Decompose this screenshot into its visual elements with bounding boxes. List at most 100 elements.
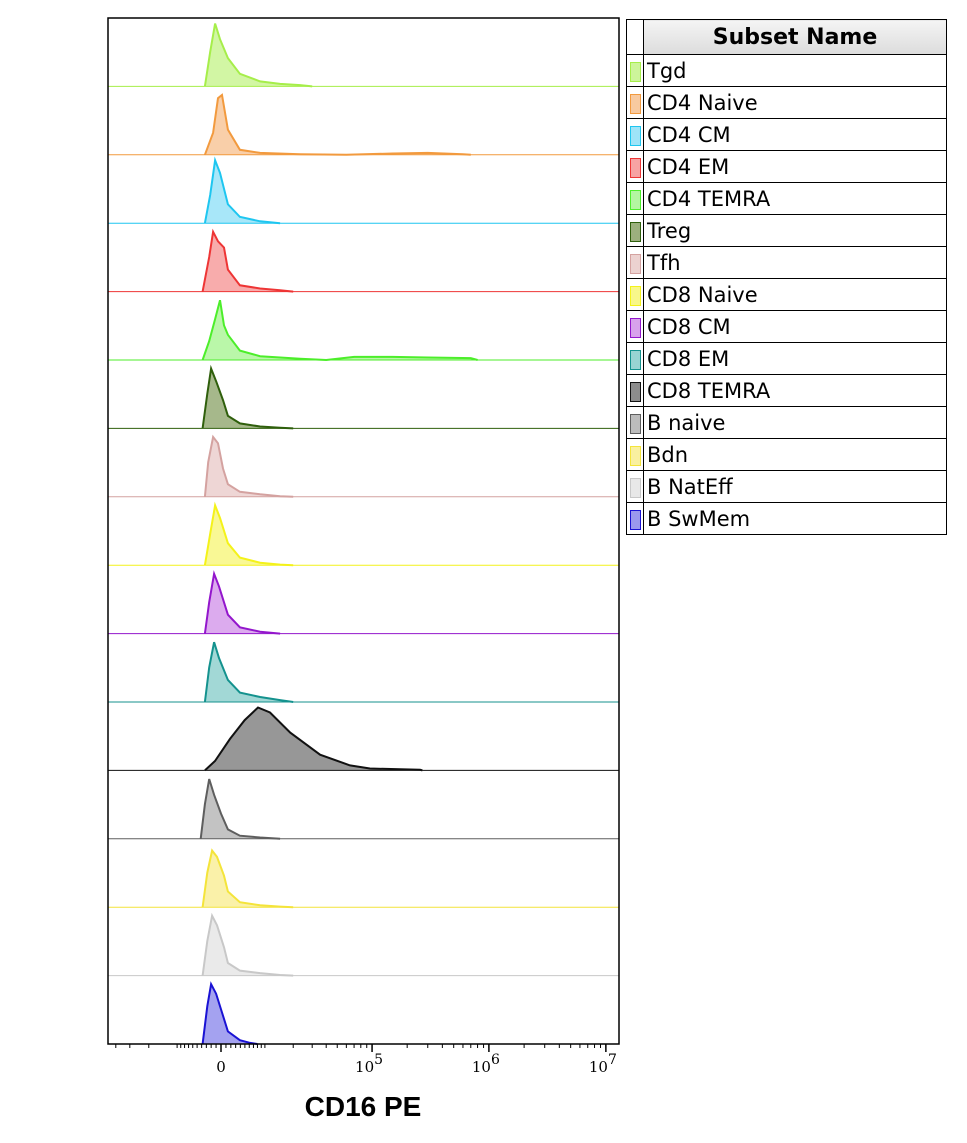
legend-swatch-cell [626,342,644,375]
legend-item: CD8 EM [626,342,947,375]
legend-swatch-cell [626,310,644,343]
series-b-swmem [201,981,258,1045]
legend-item: CD4 EM [626,150,947,183]
histogram-line [201,364,294,430]
histogram-line [203,570,281,635]
legend-swatch-cell [626,246,644,279]
histogram-fill [204,23,313,87]
legend-label: Bdn [643,438,947,471]
series-b-naive [108,778,619,840]
legend-swatch-cell [626,438,644,471]
legend-item: B SwMem [626,502,947,535]
legend-swatch-cell [626,502,644,535]
histogram-fill [204,573,281,634]
legend-swatch-cell [626,406,644,439]
legend-item: CD4 TEMRA [626,182,947,215]
legend-item: Treg [626,214,947,247]
histogram-fill [204,707,423,771]
legend-label: CD8 EM [643,342,947,375]
legend-item: CD8 CM [626,310,947,343]
legend-label: CD8 TEMRA [643,374,947,407]
histogram-line [199,778,281,840]
series-cd4-temra [108,299,619,362]
legend-table: Subset Name Tgd CD4 Naive CD4 CM CD4 EM CD4 … [626,19,947,535]
legend-swatch [629,189,641,210]
legend-item: Tfh [626,246,947,279]
histogram-line [203,641,294,703]
legend-swatch [629,445,641,466]
histogram-fill [202,915,294,976]
series-cd4-cm [108,156,619,225]
legend-swatch [629,349,641,370]
series-cd8-temra [108,706,619,772]
series-cd8-naive [108,501,619,567]
histogram-fill [202,368,294,429]
legend-item: B NatEff [626,470,947,503]
legend-label: CD8 Naive [643,278,947,311]
legend-label: B NatEff [643,470,947,503]
legend-swatch-cell [626,150,644,183]
plot-frame [107,17,620,1045]
series-bdn [108,848,619,909]
legend-label: CD8 CM [643,310,947,343]
legend-label: Treg [643,214,947,247]
histogram-line [201,299,478,362]
legend-header: Subset Name [626,19,947,55]
legend-label: CD4 Naive [643,86,947,119]
x-axis-label: CD16 PE [305,1091,422,1122]
histogram-line [201,228,294,293]
legend-swatch [629,413,641,434]
legend-header-swatch-cell [626,19,644,55]
histogram-line [203,93,471,156]
legend-item: CD4 Naive [626,86,947,119]
tick-label: 106 [472,1052,500,1076]
tick-exponent: 6 [491,1052,500,1068]
tick-label: 107 [589,1052,617,1076]
legend-swatch [629,93,641,114]
legend-swatch [629,125,641,146]
legend-label: B naive [643,406,947,439]
histogram-line [201,848,294,909]
histogram-fill [204,160,281,224]
legend-swatch-cell [626,278,644,311]
legend-label: CD4 TEMRA [643,182,947,215]
legend-swatch-cell [626,118,644,151]
histogram-line [203,156,281,225]
legend-item: B naive [626,406,947,439]
series-cd8-cm [108,570,619,635]
legend-item: CD4 CM [626,118,947,151]
series-b-nateff [108,912,619,977]
tick-exponent: 7 [608,1052,617,1068]
legend-label: Tfh [643,246,947,279]
histogram-line [201,981,258,1045]
histogram-fill [202,850,294,908]
legend-swatch-cell [626,214,644,247]
legend-title: Subset Name [643,19,947,55]
legend-swatch [629,61,641,82]
histogram-fill [202,984,258,1044]
legend-swatch [629,221,641,242]
legend-label: Tgd [643,54,947,87]
histogram-fill [200,779,281,839]
legend-swatch [629,381,641,402]
histogram-line [204,706,423,772]
legend-label: CD4 EM [643,150,947,183]
legend-item: Bdn [626,438,947,471]
legend-swatch [629,253,641,274]
series-tgd [108,23,619,88]
legend-label: B SwMem [643,502,947,535]
legend-item: CD8 TEMRA [626,374,947,407]
legend-swatch [629,285,641,306]
legend-swatch-cell [626,86,644,119]
legend-label: CD4 CM [643,118,947,151]
series-cd4-naive [108,93,619,156]
legend-swatch [629,477,641,498]
histogram-fill [204,95,471,155]
legend-swatch [629,157,641,178]
histogram-line [203,434,294,498]
histogram-fill [202,300,478,360]
legend-swatch-cell [626,54,644,87]
series-treg [108,364,619,430]
tick-exponent: 5 [374,1052,383,1068]
histogram-line [203,23,313,88]
